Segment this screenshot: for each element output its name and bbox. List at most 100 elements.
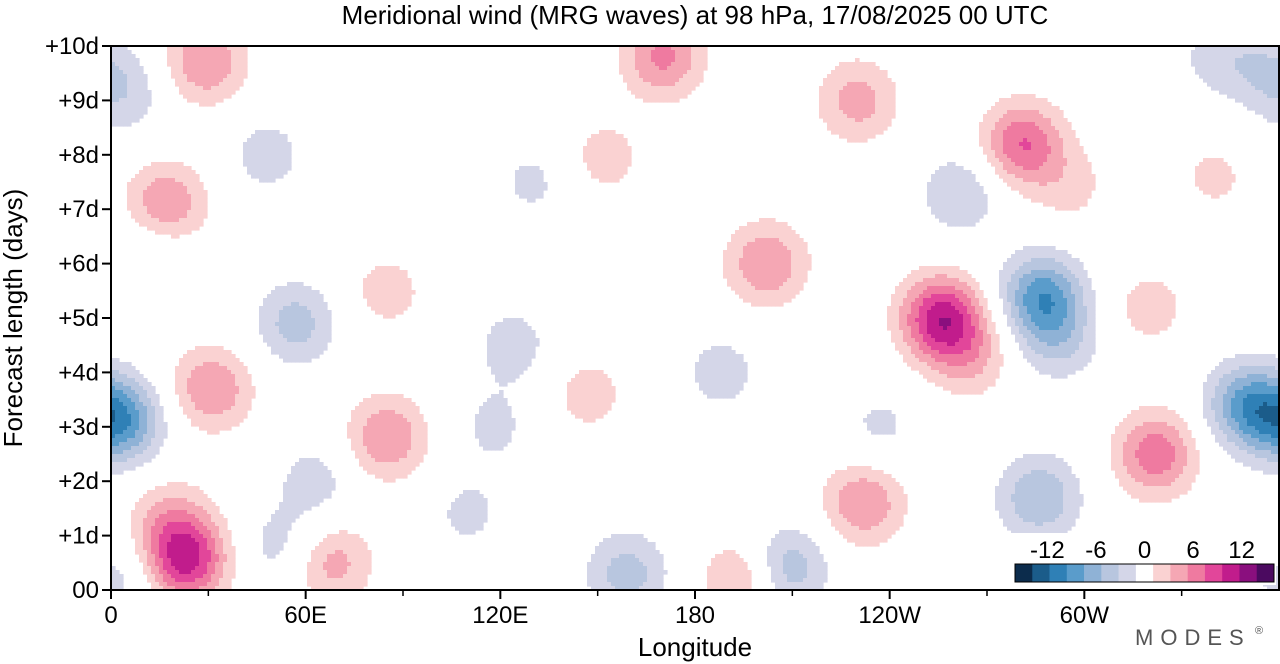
field-cell [671, 94, 676, 99]
field-cell [223, 354, 228, 359]
field-cell [1075, 314, 1080, 319]
field-cell [991, 326, 996, 331]
field-cell [1219, 174, 1224, 179]
field-cell [1087, 166, 1092, 171]
field-cell [967, 310, 972, 315]
field-cell [1075, 178, 1080, 183]
field-cell [163, 170, 168, 175]
field-cell [127, 202, 132, 207]
field-cell [127, 190, 132, 195]
field-cell [267, 154, 272, 159]
field-cell [751, 278, 756, 283]
field-cell [399, 310, 404, 315]
field-cell [779, 238, 784, 243]
field-cell [767, 274, 772, 279]
field-cell [675, 62, 680, 67]
field-cell [827, 118, 832, 123]
field-cell [939, 270, 944, 275]
field-cell [971, 198, 976, 203]
field-cell [115, 62, 120, 67]
field-cell [283, 314, 288, 319]
field-cell [383, 306, 388, 311]
field-cell [127, 106, 132, 111]
field-cell [847, 70, 852, 75]
field-cell [1239, 98, 1244, 103]
field-cell [275, 294, 280, 299]
field-cell [167, 46, 172, 51]
field-cell [767, 254, 772, 259]
field-cell [379, 286, 384, 291]
field-cell [275, 330, 280, 335]
field-cell [1247, 66, 1252, 71]
field-cell [931, 194, 936, 199]
field-cell [1051, 358, 1056, 363]
field-cell [779, 234, 784, 239]
field-cell [1039, 334, 1044, 339]
field-cell [899, 334, 904, 339]
field-cell [223, 358, 228, 363]
field-cell [683, 58, 688, 63]
field-cell [643, 74, 648, 79]
field-cell [1079, 338, 1084, 343]
field-cell [1051, 190, 1056, 195]
field-cell [679, 70, 684, 75]
field-cell [1007, 274, 1012, 279]
field-cell [1059, 174, 1064, 179]
field-cell [983, 194, 988, 199]
field-cell [831, 106, 836, 111]
field-cell [1255, 66, 1260, 71]
field-cell [179, 358, 184, 363]
field-cell [363, 294, 368, 299]
field-cell [223, 50, 228, 55]
field-cell [187, 174, 192, 179]
field-cell [803, 262, 808, 267]
field-cell [191, 78, 196, 83]
field-cell [219, 86, 224, 91]
field-cell [523, 354, 528, 359]
field-cell [271, 334, 276, 339]
field-cell [603, 138, 608, 143]
field-cell [871, 114, 876, 119]
field-cell [963, 274, 968, 279]
field-cell [699, 354, 704, 359]
field-cell [943, 322, 948, 327]
field-cell [1055, 146, 1060, 151]
field-cell [959, 302, 964, 307]
field-cell [891, 314, 896, 319]
field-cell [1067, 170, 1072, 175]
field-cell [1015, 138, 1020, 143]
field-cell [783, 274, 788, 279]
field-cell [1071, 142, 1076, 147]
field-cell [1063, 182, 1068, 187]
field-cell [515, 318, 520, 323]
field-cell [1047, 310, 1052, 315]
field-cell [767, 218, 772, 223]
field-cell [803, 266, 808, 271]
field-cell [523, 342, 528, 347]
field-cell [303, 334, 308, 339]
field-cell [1207, 166, 1212, 171]
field-cell [291, 334, 296, 339]
field-cell [267, 166, 272, 171]
field-cell [1223, 66, 1228, 71]
field-cell [535, 342, 540, 347]
field-cell [963, 202, 968, 207]
field-cell [1083, 298, 1088, 303]
field-cell [1047, 146, 1052, 151]
field-cell [503, 322, 508, 327]
field-cell [1059, 186, 1064, 191]
field-cell [871, 134, 876, 139]
field-cell [999, 166, 1004, 171]
field-cell [527, 350, 532, 355]
field-cell [603, 166, 608, 171]
field-cell [251, 154, 256, 159]
field-cell [175, 66, 180, 71]
field-cell [891, 326, 896, 331]
field-cell [211, 94, 216, 99]
field-cell [855, 122, 860, 127]
field-cell [803, 270, 808, 275]
field-cell [851, 114, 856, 119]
field-cell [191, 194, 196, 199]
field-cell [807, 266, 812, 271]
field-cell [1015, 118, 1020, 123]
